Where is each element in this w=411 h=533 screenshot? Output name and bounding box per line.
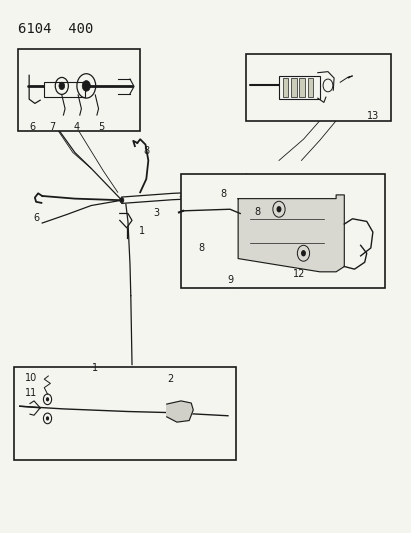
Text: 9: 9 bbox=[227, 274, 233, 285]
Text: 8: 8 bbox=[199, 243, 205, 253]
Text: 7: 7 bbox=[49, 122, 55, 132]
Circle shape bbox=[46, 416, 49, 421]
Circle shape bbox=[59, 82, 65, 90]
Bar bbox=[14, 367, 236, 460]
Text: 4: 4 bbox=[74, 122, 80, 132]
Text: 1: 1 bbox=[139, 226, 145, 236]
Bar bbox=[181, 174, 385, 288]
Text: 10: 10 bbox=[25, 373, 37, 383]
Circle shape bbox=[120, 198, 124, 203]
Bar bbox=[283, 78, 289, 97]
Text: 8: 8 bbox=[221, 189, 227, 199]
Bar bbox=[18, 49, 140, 131]
Bar bbox=[246, 54, 391, 120]
Text: 8: 8 bbox=[255, 207, 261, 217]
Bar bbox=[44, 82, 85, 96]
Text: 8: 8 bbox=[143, 146, 149, 156]
Circle shape bbox=[301, 250, 306, 256]
Circle shape bbox=[82, 80, 90, 91]
Text: 12: 12 bbox=[293, 270, 306, 279]
Bar bbox=[279, 76, 320, 99]
Circle shape bbox=[46, 397, 49, 401]
Text: 3: 3 bbox=[153, 208, 159, 219]
Polygon shape bbox=[167, 401, 193, 422]
Text: 6: 6 bbox=[29, 122, 35, 132]
Text: 2: 2 bbox=[168, 375, 174, 384]
Bar bbox=[291, 78, 296, 97]
Circle shape bbox=[277, 206, 282, 213]
Text: 6104  400: 6104 400 bbox=[18, 21, 93, 36]
Text: 13: 13 bbox=[367, 111, 379, 122]
Bar bbox=[307, 78, 313, 97]
Text: 1: 1 bbox=[92, 364, 98, 373]
Polygon shape bbox=[238, 195, 344, 272]
Text: 11: 11 bbox=[25, 387, 37, 398]
Bar bbox=[299, 78, 305, 97]
Text: 6: 6 bbox=[34, 213, 40, 223]
Text: 5: 5 bbox=[98, 122, 104, 132]
